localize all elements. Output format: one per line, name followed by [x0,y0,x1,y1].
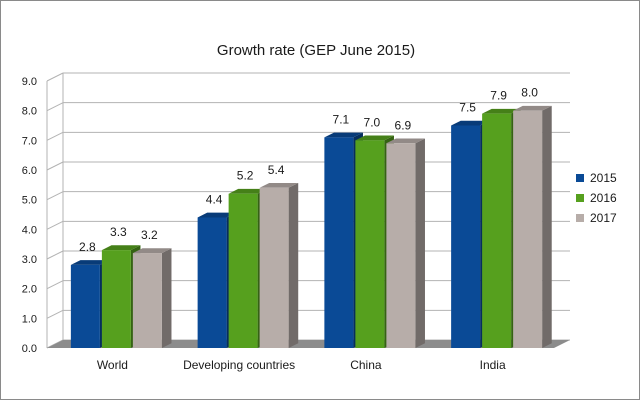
data-label: 3.3 [110,225,127,239]
labels-layer: 0.0 1.0 2.0 3.0 4.0 5.0 6.0 7.0 8.0 9.0 World 2.8 3.… [22,76,539,372]
legend-swatch [576,174,584,182]
data-label: 3.2 [141,228,158,242]
x-tick-label: China [350,358,382,372]
bar-front [513,110,543,349]
y-tick-label: 1.0 [22,313,37,325]
bar [259,183,299,348]
data-label: 7.9 [490,89,507,103]
data-label: 7.0 [364,115,381,129]
gridline-wall [46,220,64,230]
bar-top [386,138,425,144]
data-label: 5.4 [268,163,285,177]
bar-top [228,188,268,194]
bar-top [70,260,110,265]
bar-top [355,135,394,141]
bar-side [288,183,299,348]
y-tick-label: 9.0 [22,76,37,88]
data-label: 7.5 [459,101,476,115]
data-label: 7.1 [333,112,350,126]
bar-front [197,217,227,348]
bar-front [132,253,162,348]
x-tick-label: Developing countries [183,358,295,372]
chart-floor [47,340,570,348]
y-tick-label: 0.0 [22,343,37,355]
bar-top [324,132,363,138]
bar-top [482,108,521,114]
bars-layer [70,105,552,349]
bar-front [324,137,354,348]
bar-top [513,105,552,111]
x-tick-label: World [97,358,128,372]
bar-top [197,212,237,218]
bar [386,138,425,348]
chart-legend: 2015 2016 2017 [576,171,617,225]
legend-label: 2015 [590,171,617,185]
data-label: 8.0 [521,86,538,100]
x-tick-label: India [480,358,506,372]
y-tick-label: 2.0 [22,284,37,296]
chart-floor-top [47,340,570,348]
bar-side [161,248,172,348]
data-label: 6.9 [395,118,412,132]
bar-front [386,143,416,348]
bar-front [259,187,289,348]
gridline-wall [46,161,64,171]
y-tick-label: 4.0 [22,224,37,236]
bar-side [542,105,552,348]
chart-title: Growth rate (GEP June 2015) [217,42,415,59]
y-tick-label: 3.0 [22,254,37,266]
bar-front [228,193,258,348]
gridline-wall [46,131,64,141]
bar-front [70,264,100,348]
bar-top [132,248,172,254]
bar-front [355,140,385,348]
bar-top [451,120,490,126]
data-label: 5.2 [237,169,254,183]
bar-top [101,245,141,251]
bar-side [415,138,425,348]
legend-label: 2017 [590,211,617,225]
bar-top [259,183,299,188]
gridline-wall [46,191,64,201]
bar-front [101,250,131,348]
y-tick-label: 8.0 [22,106,37,118]
bar [132,248,172,348]
legend-swatch [576,194,584,202]
y-tick-label: 5.0 [22,195,37,207]
bar-front [482,113,512,348]
data-label: 2.8 [79,240,96,254]
bar [513,105,552,349]
gridline-wall [46,72,64,82]
gridline-wall [46,309,64,319]
data-label: 4.4 [206,192,223,206]
bar-front [451,125,481,348]
gridline-wall [46,102,64,112]
legend-label: 2016 [590,191,617,205]
y-tick-label: 6.0 [22,165,37,177]
gridline-wall [46,250,64,260]
gridline-wall [46,280,64,290]
legend-swatch [576,214,584,222]
y-tick-label: 7.0 [22,135,37,147]
